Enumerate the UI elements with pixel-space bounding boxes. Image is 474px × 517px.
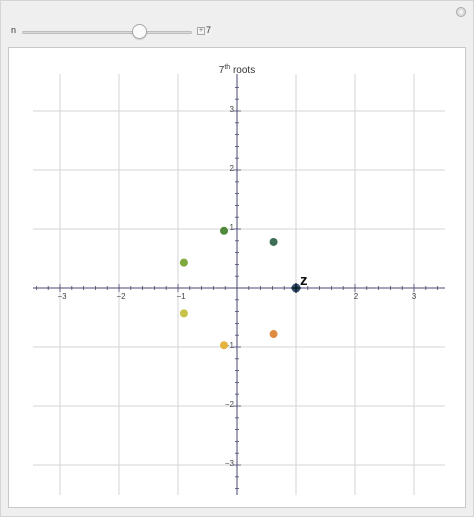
x-tick-label: −1	[176, 292, 186, 301]
title-rest: roots	[230, 65, 255, 76]
y-tick-label: 2	[230, 164, 235, 173]
roots-plot[interactable]: 7th roots −3 −2 −1 2 3 3 2 1 −1 −2 −3 z	[9, 48, 465, 507]
expand-controls-button[interactable]: +	[197, 27, 205, 35]
plot-title: 7th roots	[219, 64, 255, 76]
plot-panel: 7th roots −3 −2 −1 2 3 3 2 1 −1 −2 −3 z	[8, 47, 466, 508]
x-tick-label: −3	[57, 292, 67, 301]
y-tick-label: −3	[225, 459, 235, 468]
gear-icon[interactable]	[456, 7, 466, 17]
y-tick-label: −1	[225, 341, 235, 350]
title-sup: th	[224, 64, 230, 71]
root-point	[179, 258, 188, 267]
slider-label: n	[11, 25, 17, 35]
root-point	[269, 237, 278, 246]
root-point	[220, 341, 229, 350]
slider-value: 7	[206, 25, 212, 35]
x-tick-label: 3	[412, 292, 417, 301]
x-tick-label: 2	[354, 292, 359, 301]
y-tick-label: 3	[230, 105, 235, 114]
x-tick-label: −2	[116, 292, 126, 301]
z-point-label: z	[300, 272, 308, 289]
title-main: 7	[219, 65, 225, 76]
y-tick-label: 1	[230, 223, 235, 232]
control-row: n + 7	[0, 22, 474, 42]
n-slider-thumb[interactable]	[132, 24, 147, 39]
root-point	[220, 226, 229, 235]
root-point	[269, 330, 278, 339]
n-slider-track[interactable]	[22, 31, 192, 34]
y-tick-label: −2	[225, 400, 235, 409]
root-point	[179, 309, 188, 318]
z-locator-cross[interactable]	[291, 283, 301, 293]
